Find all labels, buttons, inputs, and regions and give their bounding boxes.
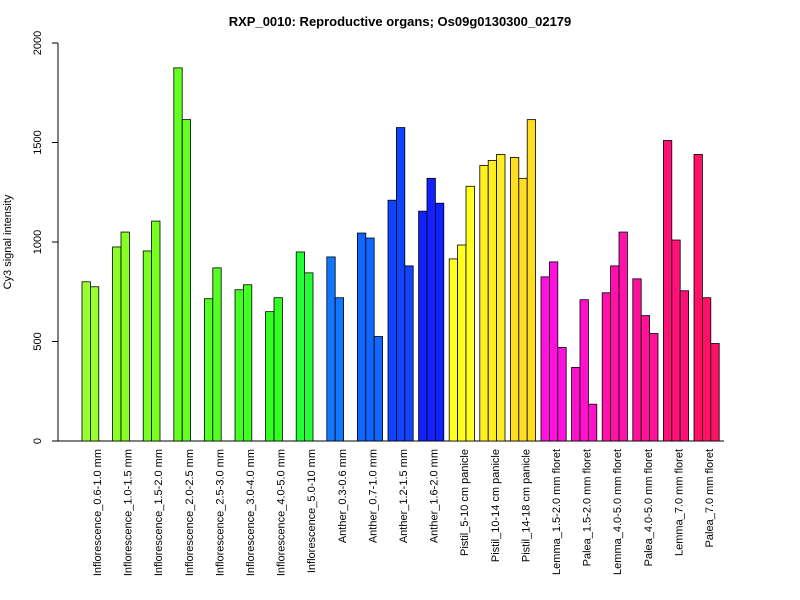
bar [356, 232, 367, 442]
bar [679, 290, 690, 442]
x-category-label: Anther_1.2-1.5 mm [398, 449, 410, 543]
bar [373, 336, 384, 442]
x-category-label: Inflorescence_2.0-2.5 mm [184, 449, 196, 576]
bar [295, 251, 306, 442]
bar [649, 333, 659, 442]
bar [173, 67, 183, 442]
x-category-label: Inflorescence_4.0-5.0 mm [276, 449, 288, 576]
x-category-label: Inflorescence_1.5-2.0 mm [153, 449, 165, 576]
bar [203, 298, 214, 442]
x-category-label: Anther_1.6-2.0 mm [429, 449, 441, 543]
x-category-label: Inflorescence_2.5-3.0 mm [214, 449, 226, 576]
bar [702, 297, 712, 442]
x-category-label: Inflorescence_5.0-10 mm [306, 449, 318, 573]
y-tick-label: 0 [32, 438, 44, 444]
bar [457, 244, 467, 442]
x-category-label: Pistil_14-18 cm panicle [520, 449, 532, 562]
bar [112, 246, 122, 442]
x-category-label: Inflorescence_1.0-1.5 mm [123, 449, 135, 576]
bar [710, 343, 720, 442]
bar [418, 210, 428, 442]
bar [265, 311, 275, 442]
bar [496, 154, 506, 442]
x-category-label: Pistil_5-10 cm panicle [459, 449, 471, 556]
bar [120, 231, 130, 442]
bar [479, 164, 489, 442]
bar [387, 199, 397, 442]
y-tick-label: 500 [32, 332, 44, 350]
y-tick-label: 1000 [32, 230, 44, 254]
bar [671, 239, 681, 442]
bar [487, 160, 498, 442]
bar [610, 265, 620, 442]
bars [81, 67, 720, 442]
bar [557, 347, 567, 442]
bar [234, 289, 244, 442]
bar [242, 284, 253, 442]
x-category-label: Inflorescence_0.6-1.0 mm [92, 449, 104, 576]
bar [273, 297, 283, 442]
bar [448, 258, 459, 442]
bar [618, 231, 628, 442]
bar [640, 315, 651, 442]
bar [395, 127, 406, 442]
x-category-label: Lemma_4.0-5.0 mm floret [612, 449, 624, 575]
bar [579, 299, 589, 442]
bar [632, 278, 642, 442]
y-tick-label: 1500 [32, 130, 44, 154]
bar [663, 140, 673, 442]
bar [304, 272, 314, 442]
bar [693, 154, 703, 442]
x-category-label: Palea_1.5-2.0 mm floret [582, 449, 594, 566]
bar [326, 256, 336, 442]
bar [81, 281, 91, 442]
x-category-label: Palea_4.0-5.0 mm floret [643, 449, 655, 566]
bar [540, 276, 550, 442]
bar [518, 177, 528, 442]
bar [334, 297, 345, 442]
bar [404, 265, 414, 442]
y-tick-label: 2000 [32, 31, 44, 55]
bar [151, 220, 161, 442]
bar [526, 119, 537, 442]
bar [509, 157, 520, 442]
bar [90, 286, 100, 442]
bar [588, 403, 598, 442]
x-category-label: Palea_7.0 mm floret [704, 449, 716, 547]
x-category-label: Lemma_7.0 mm floret [673, 449, 685, 556]
x-category-label: Anther_0.3-0.6 mm [337, 449, 349, 543]
y-axis-label: Cy3 signal intensity [2, 194, 14, 289]
y-ticks: 0 500 1000 1500 2000 [32, 31, 58, 444]
bar [601, 292, 612, 442]
bar [181, 119, 191, 442]
x-category-label: Inflorescence_3.0-4.0 mm [245, 449, 257, 576]
category-labels: Inflorescence_0.6-1.0 mm Inflorescence_1.… [92, 449, 716, 576]
bar [465, 185, 475, 442]
bar [365, 237, 375, 442]
bar [549, 261, 559, 442]
bar [571, 366, 581, 442]
x-category-label: Lemma_1.5-2.0 mm floret [551, 449, 563, 575]
bar [212, 267, 222, 442]
bar [434, 202, 445, 442]
x-category-label: Pistil_10-14 cm panicle [490, 449, 502, 562]
bar [142, 250, 152, 442]
chart-title: RXP_0010: Reproductive organs; Os09g0130… [229, 14, 572, 29]
x-category-label: Anther_0.7-1.0 mm [367, 449, 379, 543]
bar [426, 177, 436, 442]
